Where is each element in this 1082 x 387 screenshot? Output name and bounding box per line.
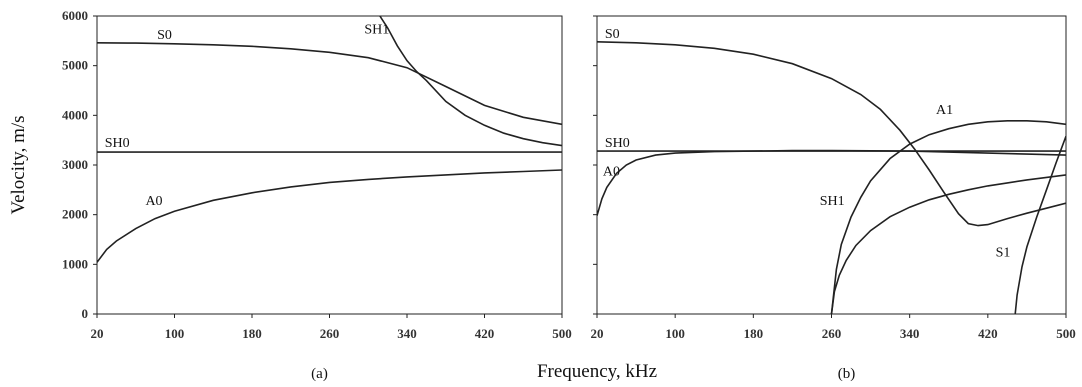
plot-frame bbox=[96, 15, 563, 315]
series-label-sh0: SH0 bbox=[605, 136, 630, 151]
y-axis-title: Velocity, m/s bbox=[8, 115, 29, 214]
series-label-sh1: SH1 bbox=[820, 194, 845, 209]
series-line-a0 bbox=[597, 149, 1066, 216]
x-tick-label: 180 bbox=[744, 326, 764, 341]
y-tick-label: 2000 bbox=[62, 207, 88, 222]
plot-frame bbox=[596, 15, 1067, 315]
series-line-a0 bbox=[97, 169, 562, 263]
x-tick-label: 420 bbox=[475, 326, 495, 341]
y-tick-label: 1000 bbox=[62, 256, 88, 271]
x-tick-label: 500 bbox=[552, 326, 572, 341]
series-line-sh1 bbox=[379, 16, 562, 147]
series-label-a0: A0 bbox=[145, 194, 162, 209]
x-tick-label: 420 bbox=[978, 326, 998, 341]
x-tick-label: 100 bbox=[665, 326, 685, 341]
series-label-sh0: SH0 bbox=[105, 136, 130, 151]
series-label-a1: A1 bbox=[936, 103, 953, 118]
series-line-s0 bbox=[97, 42, 562, 126]
x-tick-label: 500 bbox=[1056, 326, 1076, 341]
series-label-a0: A0 bbox=[603, 164, 620, 179]
x-tick-label: 260 bbox=[320, 326, 340, 341]
series-label-s0: S0 bbox=[605, 27, 620, 42]
x-tick-label: 20 bbox=[91, 326, 104, 341]
y-tick-label: 4000 bbox=[62, 107, 88, 122]
series-label-s1: S1 bbox=[996, 245, 1011, 260]
x-axis-title: Frequency, kHz bbox=[537, 361, 657, 382]
y-tick-label: 5000 bbox=[62, 58, 88, 73]
series-line-a1 bbox=[830, 120, 1066, 314]
series-line-s1 bbox=[1014, 135, 1066, 314]
panel-label: (b) bbox=[838, 366, 856, 382]
panel-label: (a) bbox=[311, 366, 328, 382]
series-label-s0: S0 bbox=[157, 28, 172, 43]
x-tick-label: 20 bbox=[591, 326, 604, 341]
y-tick-label: 6000 bbox=[62, 8, 88, 23]
chart-panel-b: 20 100 180 260 340 420 500 S0 A1 SH0 A0 SH1 S1 (b) bbox=[591, 15, 1076, 382]
x-tick-label: 100 bbox=[165, 326, 185, 341]
series-line-s0 bbox=[597, 41, 1066, 227]
x-tick-label: 260 bbox=[822, 326, 842, 341]
y-tick-label: 0 bbox=[82, 306, 89, 321]
x-tick-label: 180 bbox=[242, 326, 262, 341]
series-label-sh1: SH1 bbox=[364, 22, 389, 37]
series-line-sh1 bbox=[830, 174, 1066, 314]
x-tick-label: 340 bbox=[900, 326, 920, 341]
y-tick-label: 3000 bbox=[62, 157, 88, 172]
chart-panel-a: 20 100 180 260 340 420 50001000200030004000500… bbox=[62, 8, 572, 382]
x-tick-label: 340 bbox=[397, 326, 417, 341]
